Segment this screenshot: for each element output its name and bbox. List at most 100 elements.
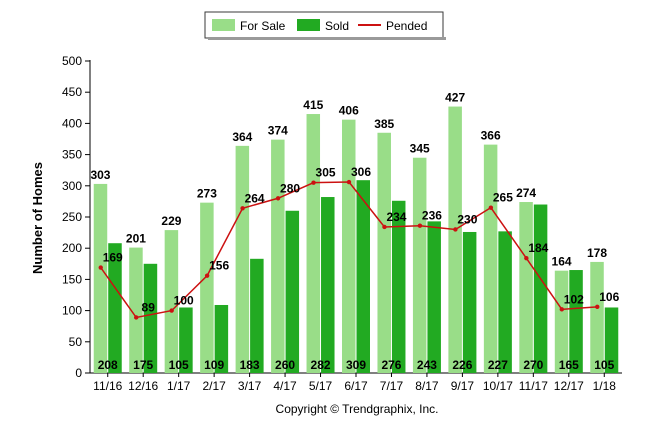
data-label-pended: 305 xyxy=(316,166,336,180)
data-label-pended: 102 xyxy=(564,292,584,306)
pended-point xyxy=(275,196,281,201)
y-tick-label: 150 xyxy=(62,272,82,286)
bar-for-sale xyxy=(93,183,108,373)
bar-for-sale xyxy=(200,202,214,373)
x-tick-label: 11/17 xyxy=(519,379,548,393)
data-label-pended: 264 xyxy=(245,191,265,205)
y-tick-labels: 0 50 100 150 200 250 300 350 400 450 500 xyxy=(62,54,82,380)
bar-for-sale xyxy=(554,270,569,373)
legend-label-sold: Sold xyxy=(325,19,349,33)
bar-sold xyxy=(462,231,477,373)
data-label-pended: 236 xyxy=(422,209,442,223)
legend-shadow xyxy=(208,37,446,40)
legend: For Sale Sold Pended xyxy=(204,11,446,40)
x-tick-label: 8/17 xyxy=(415,379,439,393)
bars: 303 208 201 175 229 105 273 109 364 183 374 260 415 2… xyxy=(90,91,619,373)
y-tick-label: 400 xyxy=(62,116,82,130)
data-label-pended: 100 xyxy=(174,294,194,308)
y-tick-label: 450 xyxy=(62,85,82,99)
data-label-sold: 165 xyxy=(559,358,579,372)
pended-point xyxy=(98,265,103,270)
y-tick-label: 50 xyxy=(69,335,83,349)
data-label-for-sale: 364 xyxy=(232,130,252,144)
pended-point xyxy=(382,224,387,230)
bar-sold xyxy=(321,197,335,373)
data-label-sold: 260 xyxy=(275,358,295,372)
data-label-for-sale: 427 xyxy=(445,91,465,105)
legend-box xyxy=(204,11,444,39)
data-label-sold: 309 xyxy=(346,358,366,372)
x-tick-label: 1/17 xyxy=(167,379,191,393)
data-label-sold: 227 xyxy=(488,358,508,372)
data-label-sold: 175 xyxy=(133,358,153,372)
bar-sold xyxy=(604,307,619,373)
data-label-for-sale: 406 xyxy=(339,104,359,118)
data-label-sold: 276 xyxy=(381,358,401,372)
data-label-for-sale: 274 xyxy=(516,186,536,200)
data-label-pended: 265 xyxy=(493,191,513,205)
data-label-pended: 169 xyxy=(103,251,123,265)
bar-sold xyxy=(356,180,370,373)
data-label-pended: 306 xyxy=(351,165,371,179)
bar-for-sale xyxy=(235,145,250,373)
pended-point xyxy=(453,227,458,232)
y-tick-label: 350 xyxy=(62,148,82,162)
data-label-for-sale: 303 xyxy=(90,168,110,182)
bar-for-sale xyxy=(377,132,391,373)
bar-sold xyxy=(143,263,158,373)
pended-point xyxy=(240,206,245,211)
data-label-sold: 270 xyxy=(523,358,543,372)
x-tick-label: 3/17 xyxy=(238,379,262,393)
x-tick-label: 1/18 xyxy=(593,379,617,393)
bar-for-sale xyxy=(306,114,321,373)
x-tick-label: 12/17 xyxy=(554,379,584,393)
legend-swatch-for-sale xyxy=(212,19,235,31)
legend-label-pended: Pended xyxy=(386,19,427,33)
data-label-sold: 208 xyxy=(98,358,118,372)
y-tick-label: 300 xyxy=(62,179,82,193)
data-label-pended: 184 xyxy=(528,241,548,255)
y-tick-label: 100 xyxy=(62,304,82,318)
bar-for-sale xyxy=(519,202,533,373)
pended-point xyxy=(169,308,174,313)
data-label-pended: 156 xyxy=(209,259,229,273)
x-tick-label: 5/17 xyxy=(309,379,333,393)
bar-sold xyxy=(533,204,548,373)
pended-point xyxy=(488,205,494,210)
pended-point xyxy=(417,223,423,228)
data-label-sold: 105 xyxy=(169,358,189,372)
data-label-sold: 183 xyxy=(240,358,260,372)
data-label-for-sale: 366 xyxy=(481,129,501,143)
pended-point xyxy=(204,273,210,278)
y-axis-title: Number of Homes xyxy=(30,162,45,274)
data-label-sold: 282 xyxy=(311,358,331,372)
bar-for-sale xyxy=(483,144,498,373)
y-tick-label: 250 xyxy=(62,210,82,224)
bar-sold xyxy=(214,304,229,373)
data-label-for-sale: 178 xyxy=(587,246,607,260)
bar-for-sale xyxy=(448,106,462,373)
x-tick-label: 11/16 xyxy=(93,379,122,393)
bar-for-sale xyxy=(164,230,179,373)
pended-point xyxy=(524,255,529,261)
data-label-sold: 226 xyxy=(452,358,472,372)
data-label-for-sale: 415 xyxy=(303,98,323,112)
pended-point xyxy=(595,304,600,310)
x-tick-label: 6/17 xyxy=(344,379,368,393)
bar-for-sale xyxy=(129,247,143,373)
copyright-text: Copyright © Trendgraphix, Inc. xyxy=(276,402,439,416)
x-tick-label: 9/17 xyxy=(451,379,475,393)
pended-point xyxy=(134,315,139,320)
bar-for-sale xyxy=(412,157,427,373)
x-tick-label: 2/17 xyxy=(202,379,226,393)
data-label-sold: 243 xyxy=(417,358,437,372)
data-label-pended: 106 xyxy=(599,290,619,304)
data-label-pended: 230 xyxy=(457,212,477,226)
x-tick-label: 7/17 xyxy=(380,379,404,393)
x-tick-label: 4/17 xyxy=(273,379,297,393)
bar-sold xyxy=(427,221,441,373)
legend-swatch-sold xyxy=(297,19,320,31)
x-tick-label: 12/16 xyxy=(128,379,158,393)
bar-sold xyxy=(391,200,406,373)
bar-sold xyxy=(250,258,264,373)
